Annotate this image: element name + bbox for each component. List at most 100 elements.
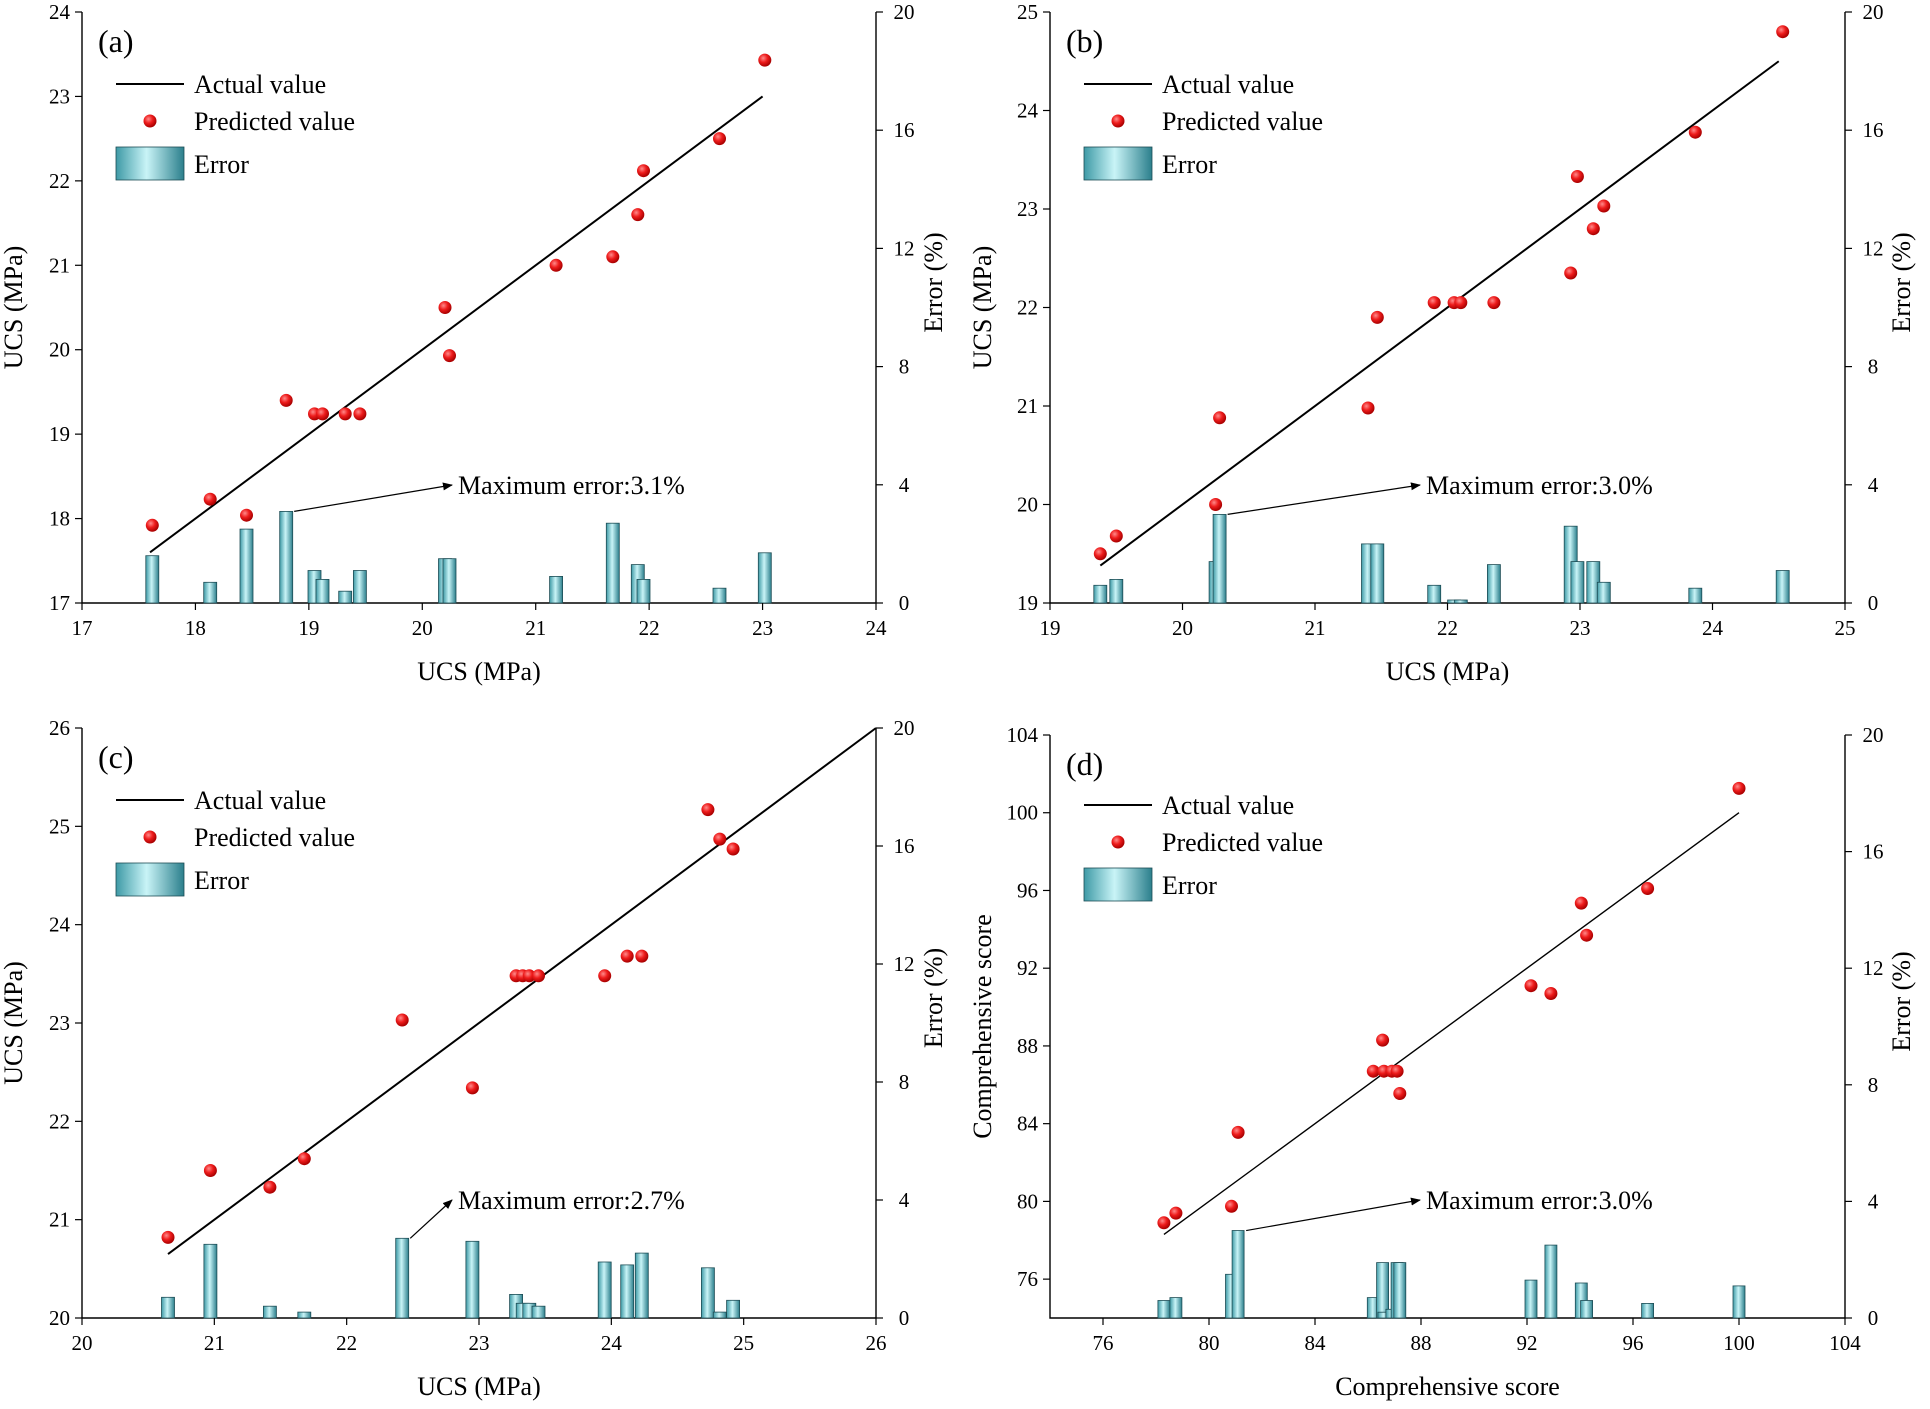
legend-bar-swatch bbox=[1083, 867, 1153, 902]
y2-tick-label: 4 bbox=[1868, 1189, 1879, 1213]
error-bar bbox=[279, 510, 294, 604]
annotation-arrow bbox=[294, 482, 453, 512]
predicted-point bbox=[1231, 1125, 1245, 1139]
y2-tick-label: 16 bbox=[1863, 840, 1884, 864]
y-tick-label: 23 bbox=[49, 1011, 70, 1035]
error-bar bbox=[315, 579, 330, 604]
annotation-text: Maximum error:3.0% bbox=[1426, 1186, 1653, 1215]
predicted-point bbox=[1109, 529, 1123, 543]
y-tick-label: 92 bbox=[1017, 956, 1038, 980]
predicted-point bbox=[522, 969, 536, 983]
y2-tick-label: 4 bbox=[899, 473, 910, 497]
error-bar bbox=[549, 576, 563, 604]
predicted-point bbox=[637, 164, 650, 178]
x-tick-label: 22 bbox=[1437, 616, 1458, 640]
y-tick-label: 20 bbox=[1017, 493, 1038, 517]
x-tick-label: 88 bbox=[1411, 1331, 1432, 1355]
predicted-point bbox=[1454, 296, 1468, 310]
legend-bar-swatch bbox=[115, 862, 185, 897]
predicted-point bbox=[1225, 1199, 1238, 1213]
legend-error-label: Error bbox=[1162, 150, 1217, 179]
y2-tick-label: 4 bbox=[1868, 473, 1879, 497]
x-tick-label: 100 bbox=[1723, 1331, 1755, 1355]
y-tick-label: 76 bbox=[1017, 1267, 1038, 1291]
y2-tick-label: 8 bbox=[1868, 355, 1879, 379]
y2-tick-label: 12 bbox=[1863, 956, 1884, 980]
error-bar bbox=[1641, 1303, 1654, 1319]
y-tick-label: 19 bbox=[49, 422, 70, 446]
predicted-point bbox=[1366, 1064, 1380, 1078]
panel-d: 76 80 84 88 92 96 100 104 76 80 84 88 92 96 100 104 0 4 8 1… bbox=[968, 723, 1916, 1401]
x-tick-label: 25 bbox=[733, 1331, 754, 1355]
error-bar bbox=[636, 579, 651, 604]
annotation-text: Maximum error:3.0% bbox=[1426, 471, 1653, 500]
predicted-point bbox=[279, 393, 293, 407]
predicted-point bbox=[1209, 498, 1223, 511]
x-tick-label: 18 bbox=[185, 616, 206, 640]
error-bar bbox=[1580, 1300, 1593, 1319]
y-tick-label: 19 bbox=[1017, 591, 1038, 615]
predicted-point bbox=[549, 258, 563, 272]
x-tick-label: 21 bbox=[204, 1331, 225, 1355]
annotation-text: Maximum error:2.7% bbox=[458, 1186, 685, 1215]
error-bar bbox=[1169, 1297, 1183, 1319]
x-tick-label: 92 bbox=[1517, 1331, 1538, 1355]
x-tick-label: 20 bbox=[1172, 616, 1193, 640]
actual-value-line bbox=[167, 727, 877, 1255]
y-tick-label: 23 bbox=[49, 84, 70, 108]
error-bar bbox=[597, 1261, 612, 1319]
error-bar bbox=[712, 587, 727, 604]
annotation-arrow bbox=[409, 1199, 453, 1239]
annotation-text: Maximum error:3.1% bbox=[458, 471, 685, 500]
predicted-point bbox=[1487, 296, 1501, 310]
predicted-point bbox=[1574, 896, 1588, 910]
y2-tick-label: 4 bbox=[899, 1188, 910, 1212]
x-tick-label: 22 bbox=[336, 1331, 357, 1355]
predicted-point bbox=[758, 53, 772, 67]
y-tick-label: 18 bbox=[49, 507, 70, 531]
predicted-point bbox=[263, 1180, 277, 1194]
y2-axis-title: Error (%) bbox=[919, 232, 948, 332]
error-bar bbox=[1544, 1244, 1558, 1319]
x-tick-label: 84 bbox=[1305, 1331, 1327, 1355]
x-tick-label: 23 bbox=[469, 1331, 490, 1355]
panel-c: 20 21 22 23 24 25 26 20 21 22 23 24 25 26 0 4 8 12 16 20 UCS… bbox=[0, 716, 948, 1401]
error-bar bbox=[1427, 584, 1442, 604]
legend-point-swatch bbox=[1111, 114, 1125, 128]
legend-actual-label: Actual value bbox=[194, 786, 326, 815]
panel-label: (a) bbox=[98, 23, 134, 59]
predicted-point bbox=[1427, 296, 1441, 310]
y-tick-label: 20 bbox=[49, 338, 70, 362]
y2-tick-label: 16 bbox=[1863, 118, 1884, 142]
y-tick-label: 22 bbox=[49, 169, 70, 193]
predicted-point bbox=[713, 832, 727, 846]
panel-label: (d) bbox=[1066, 746, 1103, 782]
y2-tick-label: 0 bbox=[899, 591, 910, 615]
y-tick-label: 17 bbox=[49, 591, 70, 615]
predicted-point bbox=[465, 1081, 479, 1095]
y2-axis-title: Error (%) bbox=[1887, 951, 1916, 1051]
error-bar bbox=[605, 522, 620, 604]
y-axis-title: UCS (MPa) bbox=[0, 246, 28, 370]
y-tick-label: 23 bbox=[1017, 197, 1038, 221]
x-tick-label: 76 bbox=[1093, 1331, 1114, 1355]
predicted-point bbox=[203, 492, 217, 506]
error-bar bbox=[1732, 1285, 1746, 1319]
y-tick-label: 25 bbox=[49, 814, 70, 838]
y2-axis-title: Error (%) bbox=[919, 948, 948, 1048]
error-bar bbox=[1212, 514, 1227, 604]
y2-tick-label: 0 bbox=[1868, 1306, 1879, 1330]
annotation-arrow bbox=[1227, 482, 1421, 515]
predicted-point bbox=[1157, 1216, 1171, 1230]
error-bar bbox=[1524, 1279, 1538, 1319]
predicted-point bbox=[338, 407, 352, 421]
predicted-point bbox=[1564, 266, 1578, 280]
error-bar bbox=[1231, 1230, 1245, 1319]
predicted-point bbox=[1586, 222, 1600, 236]
y-tick-label: 24 bbox=[49, 0, 71, 24]
x-tick-label: 19 bbox=[1040, 616, 1061, 640]
y2-tick-label: 20 bbox=[894, 0, 915, 24]
panel-label: (b) bbox=[1066, 23, 1103, 59]
predicted-point bbox=[395, 1013, 409, 1027]
legend-actual-label: Actual value bbox=[194, 70, 326, 99]
